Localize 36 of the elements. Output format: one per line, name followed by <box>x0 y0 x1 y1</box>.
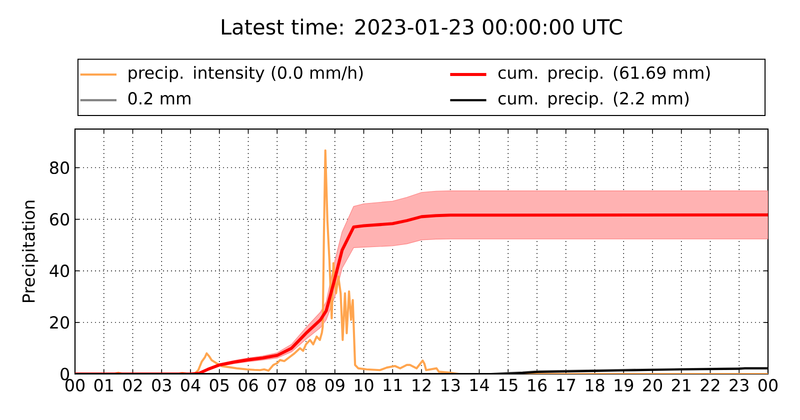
chart-title: Latest time: 2023-01-23 00:00:00 UTC <box>222 18 622 35</box>
x-tick-label: 08 <box>296 378 316 392</box>
x-tick-label: 17 <box>557 378 576 392</box>
x-tick-label: 07 <box>268 378 286 392</box>
y-tick-label: 80 <box>50 161 70 174</box>
legend-label: cum. precip. (2.2 mm) <box>498 92 689 108</box>
x-tick-label: 14 <box>470 378 489 392</box>
x-tick-label: 16 <box>528 378 547 392</box>
x-tick-label: 00 <box>758 378 778 392</box>
x-tick-label: 13 <box>442 378 460 392</box>
x-tick-label: 20 <box>643 378 662 392</box>
x-tick-label: 09 <box>325 378 344 392</box>
x-tick-label: 10 <box>354 378 374 392</box>
y-tick-label: 20 <box>50 316 70 329</box>
x-tick-label: 19 <box>614 378 634 392</box>
y-tick-label: 40 <box>50 264 70 278</box>
legend-label: precip. intensity (0.0 mm/h) <box>128 66 363 82</box>
x-tick-label: 01 <box>94 378 113 392</box>
x-tick-label: 11 <box>384 378 402 392</box>
x-tick-label: 06 <box>238 378 258 392</box>
x-tick-label: 02 <box>123 378 142 392</box>
x-tick-label: 18 <box>586 378 604 392</box>
legend-label: 0.2 mm <box>128 92 190 105</box>
x-tick-label: 04 <box>181 378 200 392</box>
x-tick-label: 23 <box>730 378 748 392</box>
x-tick-label: 21 <box>672 378 690 392</box>
x-tick-label: 05 <box>210 378 229 392</box>
y-tick-label: 0 <box>60 368 70 380</box>
x-tick-label: 12 <box>412 378 430 392</box>
x-tick-label: 22 <box>700 378 720 392</box>
legend-label: cum. precip. (61.69 mm) <box>498 66 710 82</box>
y-axis-title: Precipitation <box>22 200 38 302</box>
y-tick-label: 60 <box>50 212 70 226</box>
x-tick-label: 03 <box>152 378 171 392</box>
x-tick-label: 15 <box>499 378 518 392</box>
x-tick-label: 00 <box>66 378 84 392</box>
